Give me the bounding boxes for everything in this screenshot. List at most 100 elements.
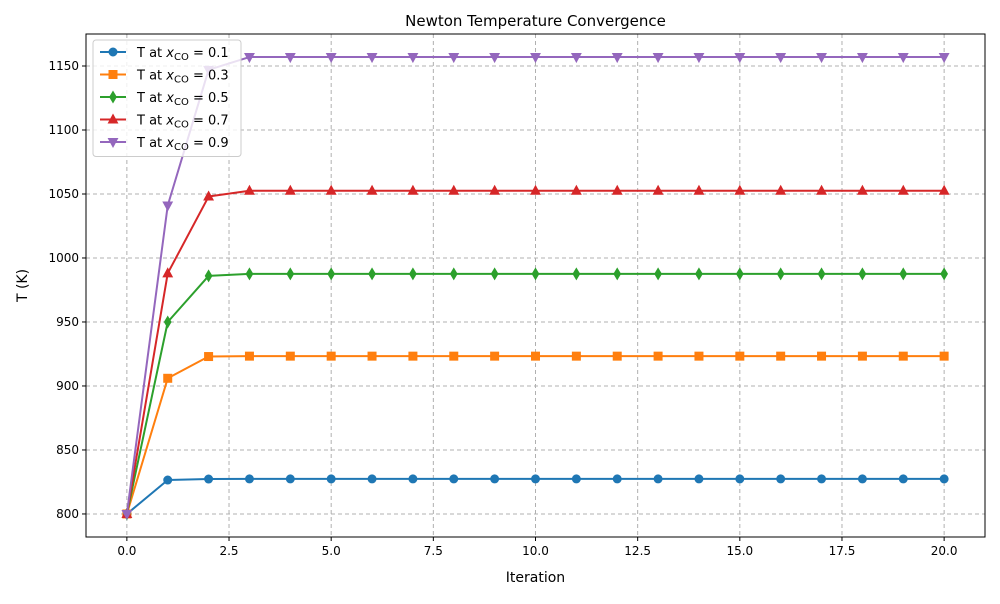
data-point [162,267,174,278]
axes: 0.0 2.5 5.0 7.5 10.0 12.5 15.0 17.5 20.0 800 850 90… [48,59,957,558]
data-point [817,267,826,281]
data-point [407,53,419,64]
y-tick-label: 950 [56,315,79,329]
data-point [325,53,337,64]
data-point [735,267,744,281]
data-point [285,351,295,361]
data-point [734,53,746,64]
data-point [326,351,336,361]
data-point [938,184,950,195]
series-1 [122,474,949,519]
data-point [653,351,663,361]
data-point [858,267,867,281]
data-point [571,351,581,361]
data-point [816,53,827,64]
data-point [244,184,255,195]
data-point [121,509,133,521]
y-tick-label: 1050 [48,187,79,201]
data-point [693,184,705,195]
data-point [368,267,376,281]
data-point [695,267,703,281]
data-point [531,351,540,361]
data-point [284,53,296,64]
data-point [244,474,254,484]
data-point [530,53,541,64]
data-point [408,474,418,484]
data-point [490,351,500,361]
data-point [612,474,622,484]
series-5 [121,53,950,521]
data-point [286,267,295,281]
data-point [611,53,623,64]
legend-item: T at xCO = 0.5 [100,90,229,108]
x-tick-label: 10.0 [522,544,549,558]
legend-label: T at xCO = 0.5 [136,91,229,108]
data-point [897,53,909,64]
data-point [367,474,377,484]
data-point [734,184,746,195]
data-point [816,184,827,195]
data-point [776,267,785,281]
data-point [367,351,377,361]
x-tick-label: 17.5 [829,544,856,558]
legend-label: T at xCO = 0.1 [136,46,229,63]
data-point [898,351,908,361]
data-point [489,184,501,195]
legend-item: T at xCO = 0.3 [100,69,229,86]
data-point [570,53,582,64]
data-point [326,474,336,484]
data-point [204,269,213,283]
y-tick-label: 1150 [48,59,79,73]
data-point [571,474,581,484]
x-tick-label: 0.0 [117,544,136,558]
legend-marker [107,113,119,124]
x-tick-label: 5.0 [322,544,341,558]
data-point [735,351,745,361]
data-point [530,184,541,195]
data-point [857,474,867,484]
data-point [653,474,663,484]
data-point [694,351,704,361]
series-4 [121,184,950,518]
data-point [694,474,704,484]
data-point [163,315,172,329]
legend: T at xCO = 0.1 T at xCO = 0.3 T at xCO = 0… [92,39,242,157]
data-point [409,267,417,281]
legend-marker [108,47,118,57]
data-point [203,190,215,201]
data-point [898,474,908,484]
x-tick-label: 15.0 [726,544,753,558]
data-point [939,351,949,361]
x-tick-label: 12.5 [624,544,651,558]
data-point [939,474,949,484]
data-point [613,267,622,281]
data-point [611,184,623,195]
data-point [775,184,787,195]
data-point [570,184,582,195]
y-tick-label: 800 [56,507,79,521]
data-point [407,184,419,195]
legend-marker [109,90,117,104]
plot-series [121,53,950,521]
x-tick-label: 20.0 [931,544,958,558]
legend-marker [108,70,118,79]
data-point [652,53,664,64]
chart-title: Newton Temperature Convergence [405,12,666,30]
data-point [572,267,581,281]
data-point [612,351,622,361]
y-axis-label: T (K) [15,269,31,303]
data-point [776,474,786,484]
data-point [204,474,214,484]
legend-box [92,39,242,157]
data-point [652,184,664,195]
data-point [817,474,827,484]
legend-label: T at xCO = 0.3 [136,69,229,86]
y-tick-label: 850 [56,443,79,457]
data-point [244,53,255,64]
data-point [163,475,173,485]
data-point [162,201,174,212]
data-point [163,373,173,383]
data-point [244,351,254,361]
data-point [449,474,459,484]
